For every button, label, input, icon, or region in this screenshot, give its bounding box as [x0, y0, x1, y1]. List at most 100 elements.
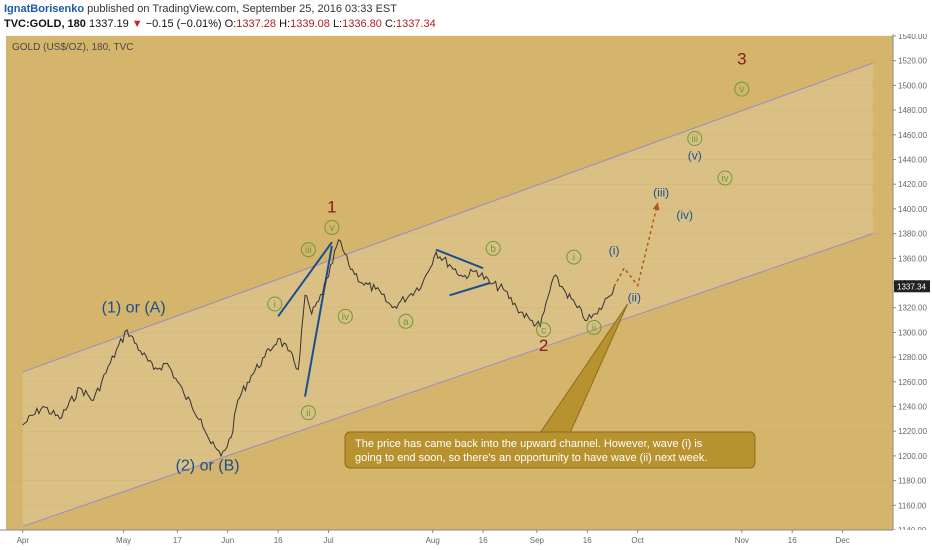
wave-label-primary: 1: [327, 198, 336, 217]
wave-label-text: b: [490, 244, 496, 255]
wave-label-circle: [300, 242, 316, 258]
high-value: 1339.08: [290, 18, 330, 30]
x-axis-background: [0, 530, 932, 550]
close-label: C:: [384, 18, 396, 30]
wave-label-minor: i: [566, 249, 582, 265]
wave-label-text: v: [329, 223, 334, 234]
wave-label-text: i: [573, 253, 575, 264]
wave-label-intermediate: (iv): [676, 208, 693, 222]
price-series-line: [22, 238, 615, 458]
wave-label-circle: [485, 240, 501, 256]
y-tick-label: 1300.00: [898, 328, 927, 337]
x-tick-label: Aug: [426, 536, 440, 545]
low-value: 1336.80: [342, 18, 382, 30]
wave-label-primary: 3: [737, 49, 746, 68]
wave-label-circle: [324, 219, 340, 235]
y-tick-label: 1180.00: [898, 477, 927, 486]
y-tick-label: 1320.00: [898, 304, 927, 313]
wave-label-text: c: [541, 325, 546, 336]
wave-label-minor: iii: [300, 242, 316, 258]
wave-label-circle: [398, 313, 414, 329]
x-axis[interactable]: Apr May 17 Jun 16 Jul Aug 16 Sep 16 Oct Nov 16 Dec: [0, 529, 932, 550]
x-tick-label: Dec: [835, 536, 849, 545]
y-tick-label: 1380.00: [898, 230, 927, 239]
y-tick-label: 1200.00: [898, 452, 927, 461]
wave-label-circle: [566, 249, 582, 265]
wave-label-minor: iv: [337, 308, 353, 324]
wave-label-minor: a: [398, 313, 414, 329]
x-tick-label: Jun: [221, 536, 234, 545]
y-tick-label: 1520.00: [898, 57, 927, 66]
annotation-text-line1: The price has came back into the upward …: [355, 438, 703, 450]
wave-label-intermediate: (iii): [653, 186, 669, 200]
wave-label-circle: [300, 405, 316, 421]
wave-label-minor: ii: [586, 319, 602, 335]
down-arrow-icon: ▼: [131, 18, 143, 30]
wave-label-primary: 2: [539, 336, 548, 355]
publish-info: IgnatBorisenko published on TradingView.…: [4, 3, 397, 15]
x-tick-label: 16: [479, 536, 488, 545]
trendline[interactable]: [449, 282, 491, 297]
ohlc-bar: TVC:GOLD, 180 1337.19 ▼ −0.15 (−0.01%) O…: [4, 18, 436, 30]
author-link[interactable]: IgnatBorisenko: [4, 3, 85, 15]
annotation-text-line2: going to end soon, so there's an opportu…: [355, 452, 707, 464]
trendlines: [277, 241, 491, 397]
wave-label-text: ii: [592, 323, 596, 334]
wave-label-circle: [586, 319, 602, 335]
wave-label-intermediate: (ii): [628, 291, 641, 305]
x-tick-label: Jul: [323, 536, 333, 545]
y-tick-label: 1480.00: [898, 106, 927, 115]
wave-label-circle: [536, 322, 552, 338]
last-price: 1337.19: [88, 18, 129, 30]
channel-lower-line[interactable]: [22, 233, 874, 527]
x-tick-label: 16: [583, 536, 592, 545]
wave-label-text: iii: [691, 134, 698, 145]
y-tick-label: 1260.00: [898, 378, 927, 387]
wave-label-minor: iii: [687, 131, 703, 147]
trendline[interactable]: [435, 248, 484, 270]
annotation-box[interactable]: [344, 431, 756, 469]
wave-label-text: iv: [342, 312, 349, 323]
y-tick-label: 1160.00: [898, 501, 927, 510]
y-tick-label: 1460.00: [898, 131, 927, 140]
trendline[interactable]: [277, 241, 333, 317]
open-value: 1337.28: [236, 18, 277, 30]
x-tick-label: 17: [173, 536, 182, 545]
last-price-marker: 1337.34: [894, 280, 930, 293]
x-tick-label: 16: [274, 536, 283, 545]
wave-label-minor: c: [536, 322, 552, 338]
close-value: 1337.34: [395, 18, 436, 30]
channel-upper-line[interactable]: [22, 62, 874, 373]
wave-label-minor: v: [324, 219, 340, 235]
y-tick-label: 1280.00: [898, 353, 927, 362]
price-chart[interactable]: (1) or (A)(2) or (B)123iiiiiiivvabciii(i…: [0, 34, 932, 550]
wave-label-intermediate: (1) or (A): [102, 300, 166, 317]
y-tick-label: 1540.00: [898, 34, 927, 41]
wave-label-text: a: [403, 317, 409, 328]
trendline[interactable]: [304, 245, 333, 397]
chart-header: IgnatBorisenko published on TradingView.…: [0, 0, 932, 34]
x-tick-label: May: [116, 536, 131, 545]
y-tick-label: 1240.00: [898, 403, 927, 412]
open-label: O:: [224, 18, 237, 30]
y-tick-label: 1440.00: [898, 156, 927, 165]
x-tick-label: 16: [788, 536, 797, 545]
price-change: −0.15 (−0.01%): [145, 18, 222, 30]
grid: [6, 35, 893, 531]
wave-label-circle: [337, 308, 353, 324]
wave-label-circle: [267, 296, 283, 312]
wave-label-minor: iv: [717, 170, 733, 186]
wave-label-circle: [717, 170, 733, 186]
x-tick-label: Nov: [735, 536, 749, 545]
wave-label-text: iii: [305, 245, 312, 256]
wave-label-intermediate: (v): [688, 149, 702, 163]
wave-label-intermediate: (i): [609, 244, 620, 258]
last-price-badge: [894, 280, 930, 293]
wave-labels: (1) or (A)(2) or (B)123iiiiiiivvabciii(i…: [102, 49, 750, 475]
wave-label-text: iv: [721, 174, 728, 185]
symbol-label: TVC:GOLD, 180: [4, 18, 86, 30]
x-tick-label: Sep: [530, 536, 545, 545]
x-tick-label: Apr: [17, 536, 30, 545]
y-tick-label: 1420.00: [898, 180, 927, 189]
low-label: L:: [332, 18, 343, 30]
